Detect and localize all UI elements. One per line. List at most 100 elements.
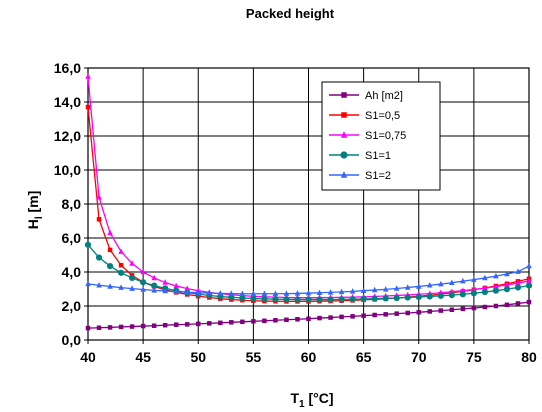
data-point: [272, 290, 279, 297]
data-point: [129, 285, 135, 291]
data-point: [504, 270, 510, 277]
y-tick-label: 4,0: [62, 264, 82, 280]
data-point: [470, 290, 477, 297]
data-point: [438, 308, 444, 313]
data-point: [317, 315, 322, 321]
data-point: [383, 312, 388, 317]
data-point: [85, 325, 91, 331]
data-point: [85, 280, 91, 287]
data-point: [129, 324, 135, 329]
data-point: [251, 319, 256, 324]
data-point: [526, 299, 532, 305]
data-point: [151, 274, 157, 281]
x-axis-label-unit: [°C]: [305, 390, 334, 406]
data-point: [482, 284, 488, 291]
data-point: [504, 281, 510, 288]
data-point: [207, 321, 212, 326]
data-point: [262, 318, 267, 324]
data-point: [460, 277, 466, 284]
data-point: [151, 282, 158, 289]
data-point: [426, 293, 433, 300]
legend: Ah [m2] S1=0,5 S1=0,75 S1=1 S1=2: [321, 81, 441, 191]
data-point: [482, 304, 488, 310]
y-tick-label: 10,0: [54, 162, 81, 178]
data-point: [129, 274, 136, 282]
x-axis-label-main: T: [290, 390, 299, 406]
legend-marker: [341, 92, 347, 98]
data-point: [206, 289, 213, 296]
data-point: [96, 193, 102, 200]
legend-label: S1=0,5: [365, 110, 400, 122]
data-point: [327, 289, 334, 295]
data-point: [228, 290, 235, 296]
data-point: [184, 285, 190, 291]
legend-label: S1=0,75: [365, 130, 406, 142]
data-point: [295, 317, 300, 322]
data-point: [404, 284, 411, 290]
data-point: [438, 280, 444, 287]
data-point: [437, 292, 444, 299]
data-point: [218, 320, 223, 326]
data-point: [328, 315, 333, 320]
x-tick-label: 75: [466, 349, 482, 365]
y-tick-label: 6,0: [62, 230, 82, 246]
data-point: [118, 324, 124, 330]
data-point: [493, 303, 499, 309]
x-tick-label: 55: [246, 349, 262, 365]
data-point: [162, 322, 168, 328]
x-tick-label: 60: [301, 349, 317, 365]
data-point: [350, 314, 355, 319]
data-point: [96, 325, 102, 331]
data-point: [305, 296, 312, 303]
data-point: [173, 282, 179, 289]
legend-label: S1=2: [365, 170, 391, 182]
data-point: [84, 241, 92, 248]
data-point: [118, 262, 124, 268]
data-point: [372, 312, 377, 318]
data-point: [327, 296, 334, 303]
data-point: [107, 247, 113, 253]
data-point: [526, 262, 532, 269]
data-point: [140, 323, 146, 329]
data-point: [338, 296, 345, 303]
y-axis-label-main: H: [25, 219, 41, 229]
data-point: [405, 310, 410, 316]
y-tick-label: 16,0: [54, 60, 81, 76]
data-point: [240, 319, 245, 325]
data-point: [526, 277, 532, 284]
data-point: [283, 296, 290, 303]
data-point: [239, 290, 246, 297]
data-point: [471, 305, 477, 311]
data-point: [272, 296, 279, 303]
data-point: [427, 282, 433, 288]
legend-label: Ah [m2]: [365, 90, 403, 102]
data-point: [95, 254, 103, 261]
data-point: [361, 313, 366, 318]
x-tick-label: 45: [135, 349, 151, 365]
legend-item: S1=0,5: [329, 110, 400, 122]
data-point: [294, 296, 301, 303]
data-point: [250, 290, 257, 297]
chart-title: Packed height: [246, 6, 335, 21]
data-point: [394, 311, 399, 316]
y-tick-label: 2,0: [62, 298, 82, 314]
data-point: [459, 291, 466, 298]
data-point: [184, 288, 190, 295]
legend-item: S1=1: [329, 150, 391, 162]
data-point: [306, 316, 311, 321]
y-axis-label-unit: [m]: [25, 191, 41, 217]
series-5: [85, 262, 532, 297]
data-point: [96, 282, 102, 288]
data-point: [118, 284, 124, 290]
data-point: [371, 295, 378, 302]
data-point: [504, 302, 510, 308]
data-point: [482, 274, 488, 281]
data-point: [140, 286, 146, 292]
x-axis-label-sub: 1: [299, 399, 305, 410]
legend-marker: [340, 131, 348, 138]
data-point: [503, 286, 511, 293]
legend-item: S1=0,75: [329, 130, 406, 142]
y-tick-label: 0,0: [62, 332, 82, 348]
data-point: [217, 290, 224, 296]
data-point: [96, 217, 102, 222]
